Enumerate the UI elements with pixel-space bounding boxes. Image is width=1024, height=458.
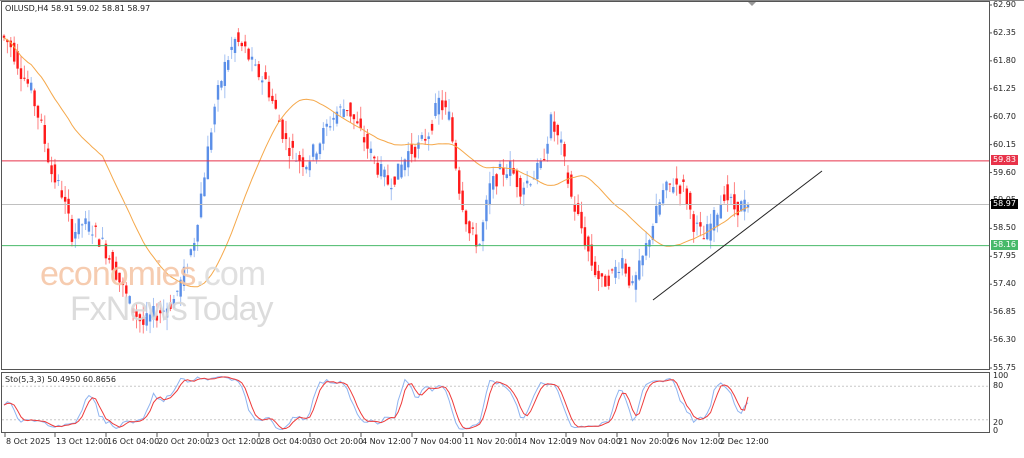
stoch-tick-20: 20 xyxy=(993,418,1004,427)
time-tick-label: 4 Nov 12:00 xyxy=(362,437,411,446)
time-tick-label: 23 Oct 12:00 xyxy=(209,437,262,446)
price-tick-label: 62.90 xyxy=(993,0,1016,9)
watermark-economies: economies.com xyxy=(40,255,266,294)
horizontal-levels[interactable] xyxy=(2,160,989,247)
watermark-text-1: economies xyxy=(40,255,196,293)
price-tick-label: 59.60 xyxy=(993,167,1016,177)
trendline[interactable] xyxy=(652,170,823,301)
price-tick-label: 56.30 xyxy=(993,335,1016,345)
time-tick-label: 8 Oct 2025 xyxy=(6,437,51,446)
price-tick-label: 62.35 xyxy=(993,27,1016,37)
current-price-tag: 58.97 xyxy=(991,199,1018,209)
stoch-tick-80: 80 xyxy=(993,381,1004,390)
time-tick-label: 7 Nov 04:00 xyxy=(413,437,462,446)
time-tick-label: 13 Oct 12:00 xyxy=(56,437,109,446)
indicator-plot-frame xyxy=(1,372,990,433)
price-tick-label: 60.70 xyxy=(993,111,1016,121)
time-tick-label: 11 Nov 20:00 xyxy=(464,437,518,446)
stochastic-levels xyxy=(2,385,989,421)
time-tick-label: 14 Nov 12:00 xyxy=(517,437,571,446)
watermark-fxnewstoday: FxNewsToday xyxy=(70,290,274,328)
price-tick-label: 61.80 xyxy=(993,55,1016,65)
watermark-suffix: .com xyxy=(195,255,266,293)
moving-average-line xyxy=(3,37,749,288)
price-axis-ticks xyxy=(989,4,992,369)
support-price-tag: 58.16 xyxy=(991,240,1018,250)
price-tick-label: 61.25 xyxy=(993,83,1016,93)
time-tick-label: 16 Oct 04:00 xyxy=(107,437,160,446)
price-tick-label: 58.50 xyxy=(993,223,1016,233)
time-tick-label: 2 Dec 12:00 xyxy=(720,437,769,446)
time-tick-label: 30 Oct 20:00 xyxy=(311,437,364,446)
resistance-price-tag: 59.83 xyxy=(991,155,1018,165)
time-tick-label: 26 Nov 12:00 xyxy=(669,437,723,446)
stoch-tick-0: 0 xyxy=(993,426,999,435)
price-tick-label: 60.15 xyxy=(993,139,1016,149)
price-tick-label: 57.40 xyxy=(993,279,1016,289)
price-tick-label: 57.95 xyxy=(993,251,1016,261)
time-tick-label: 21 Nov 20:00 xyxy=(618,437,672,446)
stochastic-lines xyxy=(3,375,749,430)
time-tick-label: 28 Oct 04:00 xyxy=(260,437,313,446)
chart-shift-marker-icon[interactable] xyxy=(748,2,756,6)
time-tick-label: 20 Oct 20:00 xyxy=(158,437,211,446)
price-tick-label: 56.85 xyxy=(993,307,1016,317)
symbol-info: OILUSD,H4 58.91 59.02 58.81 58.97 xyxy=(5,4,151,13)
time-axis-ticks xyxy=(4,432,720,437)
stochastic-label: Sto(5,3,3) 50.4950 60.8656 xyxy=(5,375,116,384)
price-tick-label: 55.75 xyxy=(993,363,1016,372)
stoch-tick-100: 100 xyxy=(993,371,1009,380)
time-tick-label: 19 Nov 04:00 xyxy=(567,437,621,446)
